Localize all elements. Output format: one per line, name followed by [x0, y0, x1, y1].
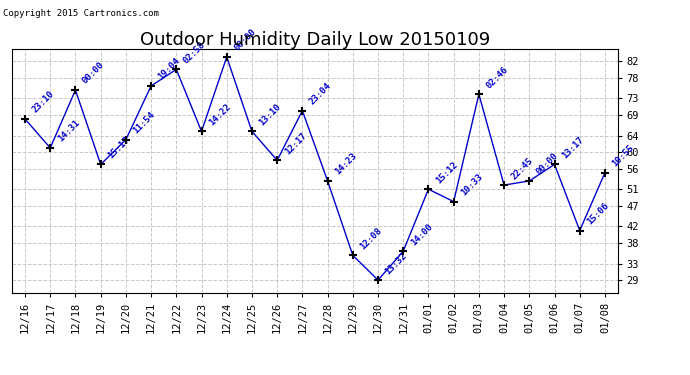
Title: Outdoor Humidity Daily Low 20150109: Outdoor Humidity Daily Low 20150109 [140, 31, 490, 49]
Text: 14:31: 14:31 [56, 118, 81, 144]
Text: 13:10: 13:10 [257, 102, 283, 127]
Text: 11:54: 11:54 [131, 110, 157, 135]
Text: 15:17: 15:17 [106, 135, 132, 160]
Text: 22:45: 22:45 [510, 156, 535, 181]
Text: Humidity  (%): Humidity (%) [569, 35, 649, 45]
Text: 14:22: 14:22 [207, 102, 233, 127]
Text: 02:46: 02:46 [484, 64, 510, 90]
Text: 10:55: 10:55 [611, 143, 636, 168]
Text: 23:04: 23:04 [308, 81, 333, 106]
Text: 15:06: 15:06 [585, 201, 611, 226]
Text: 19:04: 19:04 [157, 56, 182, 82]
Text: Copyright 2015 Cartronics.com: Copyright 2015 Cartronics.com [3, 9, 159, 18]
Text: 12:08: 12:08 [358, 226, 384, 251]
Text: 23:10: 23:10 [30, 90, 56, 115]
Text: 14:23: 14:23 [333, 152, 359, 177]
Text: 00:00: 00:00 [535, 152, 560, 177]
Text: 12:17: 12:17 [283, 131, 308, 156]
Text: 14:00: 14:00 [408, 222, 434, 247]
Text: 00:00: 00:00 [81, 60, 106, 86]
Text: 13:17: 13:17 [560, 135, 585, 160]
Text: 02:58: 02:58 [182, 40, 207, 65]
Text: 15:12: 15:12 [434, 160, 460, 185]
Text: 00:00: 00:00 [233, 27, 257, 53]
Text: 13:32: 13:32 [384, 251, 409, 276]
Text: 10:33: 10:33 [460, 172, 484, 198]
